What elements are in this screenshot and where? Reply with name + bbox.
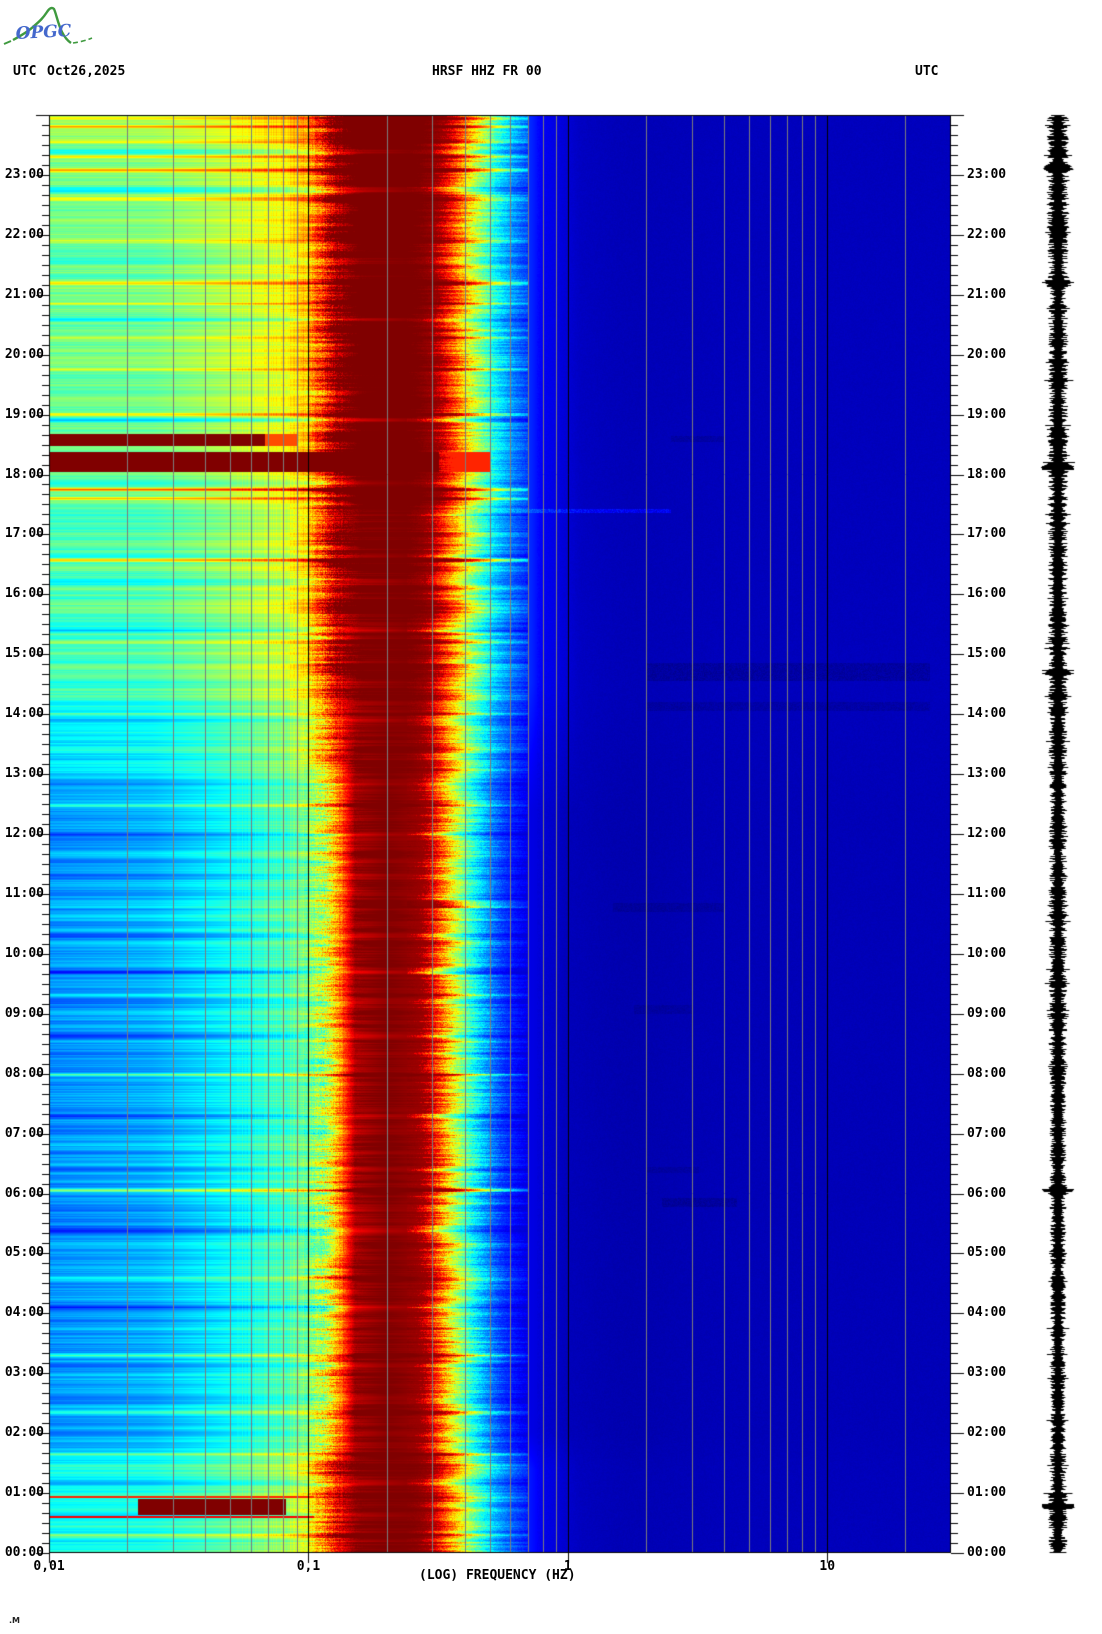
time-label-right: 23:00 <box>967 166 1007 182</box>
time-label-right: 16:00 <box>967 586 1007 602</box>
time-label-left: 23:00 <box>4 166 44 182</box>
frequency-axis-title: (LOG) FREQUENCY (HZ) <box>419 1568 576 1583</box>
time-label-left: 18:00 <box>4 466 44 482</box>
time-label-left: 07:00 <box>4 1125 44 1141</box>
time-label-right: 01:00 <box>967 1485 1007 1501</box>
time-label-left: 00:00 <box>4 1545 44 1560</box>
time-label-left: 01:00 <box>4 1485 44 1501</box>
time-label-left: 15:00 <box>4 646 44 662</box>
time-label-right: 20:00 <box>967 346 1007 362</box>
time-label-right: 17:00 <box>967 526 1007 542</box>
time-label-right: 02:00 <box>967 1425 1007 1441</box>
time-label-left: 12:00 <box>4 826 44 841</box>
time-label-right: 15:00 <box>967 646 1007 662</box>
time-label-left: 14:00 <box>4 706 44 722</box>
time-label-right: 08:00 <box>967 1065 1007 1081</box>
time-label-left: 10:00 <box>4 945 44 961</box>
time-label-left: 22:00 <box>4 226 44 242</box>
time-label-right: 10:00 <box>967 945 1007 961</box>
time-label-right: 07:00 <box>967 1125 1007 1141</box>
time-label-left: 16:00 <box>4 586 44 602</box>
time-label-left: 21:00 <box>4 286 44 302</box>
time-label-left: 19:00 <box>4 406 44 422</box>
freq-tick-label: 1 <box>563 1559 572 1574</box>
freq-tick-label: 0,01 <box>33 1559 65 1574</box>
time-label-right: 06:00 <box>967 1185 1007 1201</box>
time-label-right: 19:00 <box>967 406 1007 422</box>
time-label-right: 05:00 <box>967 1245 1007 1261</box>
time-label-right: 11:00 <box>967 885 1007 901</box>
time-label-left: 17:00 <box>4 526 44 542</box>
time-label-right: 18:00 <box>967 466 1007 482</box>
freq-tick-label: 0,1 <box>296 1559 321 1574</box>
time-label-right: 03:00 <box>967 1365 1007 1381</box>
time-label-right: 13:00 <box>967 766 1007 782</box>
time-label-right: 12:00 <box>967 826 1007 841</box>
time-label-right: 00:00 <box>967 1545 1007 1560</box>
time-label-left: 20:00 <box>4 346 44 362</box>
time-label-left: 05:00 <box>4 1245 44 1261</box>
time-label-right: 09:00 <box>967 1005 1007 1021</box>
time-label-left: 04:00 <box>4 1305 44 1321</box>
time-label-right: 04:00 <box>967 1305 1007 1321</box>
time-label-left: 09:00 <box>4 1005 44 1021</box>
freq-tick-label: 10 <box>819 1559 836 1574</box>
time-label-left: 08:00 <box>4 1065 44 1081</box>
time-label-right: 21:00 <box>967 286 1007 302</box>
corner-watermark: .M <box>9 1616 20 1625</box>
time-label-right: 14:00 <box>967 706 1007 722</box>
time-label-left: 02:00 <box>4 1425 44 1441</box>
time-label-left: 13:00 <box>4 766 44 782</box>
time-label-left: 11:00 <box>4 885 44 901</box>
time-label-left: 03:00 <box>4 1365 44 1381</box>
time-label-right: 22:00 <box>967 226 1007 242</box>
time-label-left: 06:00 <box>4 1185 44 1201</box>
